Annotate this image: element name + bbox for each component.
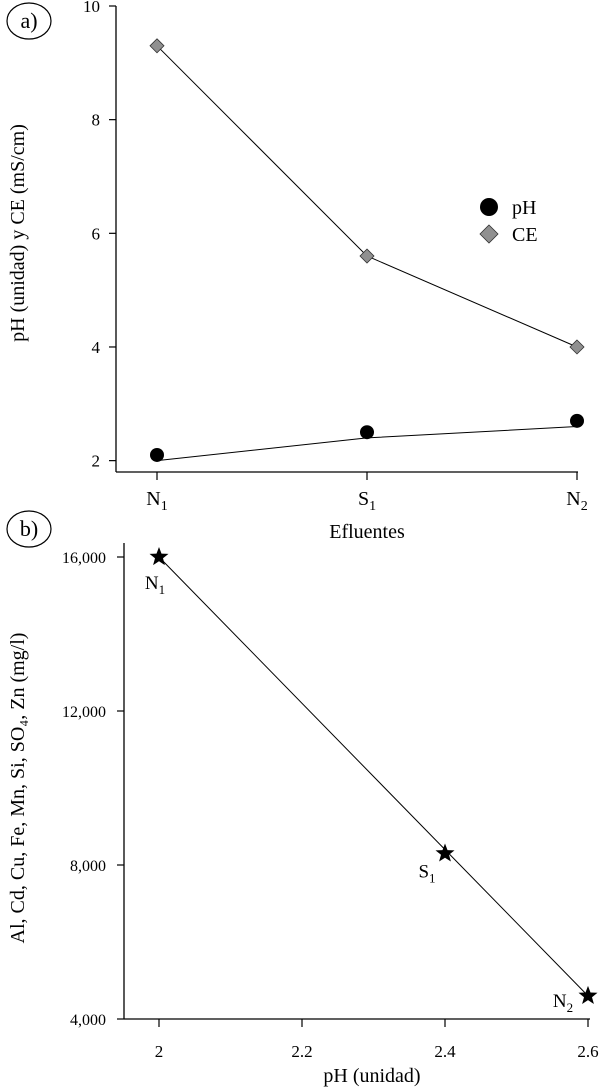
panel-a-label: a): [20, 8, 37, 33]
panel-b-y-tick-label: 16,000: [62, 550, 106, 567]
panel-a-y-tick-label: 2: [92, 452, 101, 471]
panel-b-label-circle: [6, 510, 52, 548]
panel-a-y-tick-label: 10: [83, 0, 100, 16]
panel-b-axes: [123, 543, 590, 1020]
panel-a-x-axis-title: Efluentes: [329, 521, 405, 543]
legend-label-ph: pH: [512, 197, 536, 219]
panel-a-point-ph: [360, 425, 374, 440]
panel-b-x-ticks: 2 2.2 2.4 2.6: [155, 1019, 599, 1061]
panel-a-data-marks: [149, 38, 585, 462]
panel-b-point-label: N2: [553, 991, 573, 1015]
panel-b: b) 4,000 8,000 12,000 16,000 2 2.2 2.4 2.6 Al,…: [6, 510, 599, 1087]
legend-marker-ce: [479, 224, 499, 244]
panel-b-x-tick-label: 2.6: [577, 1042, 598, 1061]
panel-b-point-label: N1: [145, 573, 165, 597]
panel-b-star-point: [435, 843, 455, 862]
panel-a-point-ph: [150, 447, 164, 462]
panel-a-y-tick-label: 4: [92, 338, 101, 357]
panel-a-y-axis-title: pH (unidad) y CE (mS/cm): [7, 124, 29, 342]
panel-b-y-axis-title: Al, Cd, Cu, Fe, Mn, Si, SO₄, Zn (mg/l): [7, 633, 29, 944]
legend-marker-ph: [480, 198, 498, 216]
panel-b-y-tick-label: 12,000: [62, 704, 106, 721]
panel-b-x-tick-label: 2.2: [291, 1042, 312, 1061]
panel-b-star-point: [149, 547, 169, 566]
panel-a-point-ce: [149, 38, 165, 54]
panel-b-star-point: [578, 985, 598, 1004]
panel-a: a) 2 4 6 8 10 N1 S1 N2 pH (unidad) y CE (mS/cm…: [6, 0, 588, 543]
panel-a-point-ph: [570, 413, 584, 428]
panel-b-y-ticks: 4,000 8,000 12,000 16,000: [62, 550, 124, 1029]
panel-a-point-ce: [569, 339, 585, 355]
panel-a-point-ce: [359, 248, 375, 264]
panel-b-y-tick-label: 4,000: [70, 1012, 106, 1029]
panel-b-data-marks: N1 S1 N2: [145, 547, 598, 1015]
panel-a-x-tick-label: N1: [146, 488, 167, 514]
panel-b-regression-line: [158, 556, 589, 997]
panel-b-fit-line: [158, 556, 589, 997]
panel-a-legend: pH CE: [479, 197, 538, 246]
panel-a-label-circle: [6, 2, 52, 40]
panel-a-y-tick-label: 6: [92, 224, 101, 243]
panel-b-x-tick-label: 2: [155, 1042, 164, 1061]
panel-b-label: b): [20, 516, 38, 541]
panel-a-y-ticks: 2 4 6 8 10: [83, 0, 116, 471]
panel-b-point-label: S1: [418, 861, 435, 885]
panel-b-x-tick-label: 2.4: [434, 1042, 456, 1061]
panel-a-x-tick-label: S1: [358, 488, 376, 514]
panel-a-axes: [115, 6, 578, 473]
panel-b-y-tick-label: 8,000: [70, 858, 106, 875]
panel-a-x-ticks: N1 S1 N2: [146, 472, 588, 514]
legend-label-ce: CE: [512, 224, 538, 246]
panel-b-x-axis-title: pH (unidad): [323, 1065, 420, 1087]
panel-a-y-tick-label: 8: [92, 111, 101, 130]
panel-a-x-tick-label: N2: [566, 488, 587, 514]
